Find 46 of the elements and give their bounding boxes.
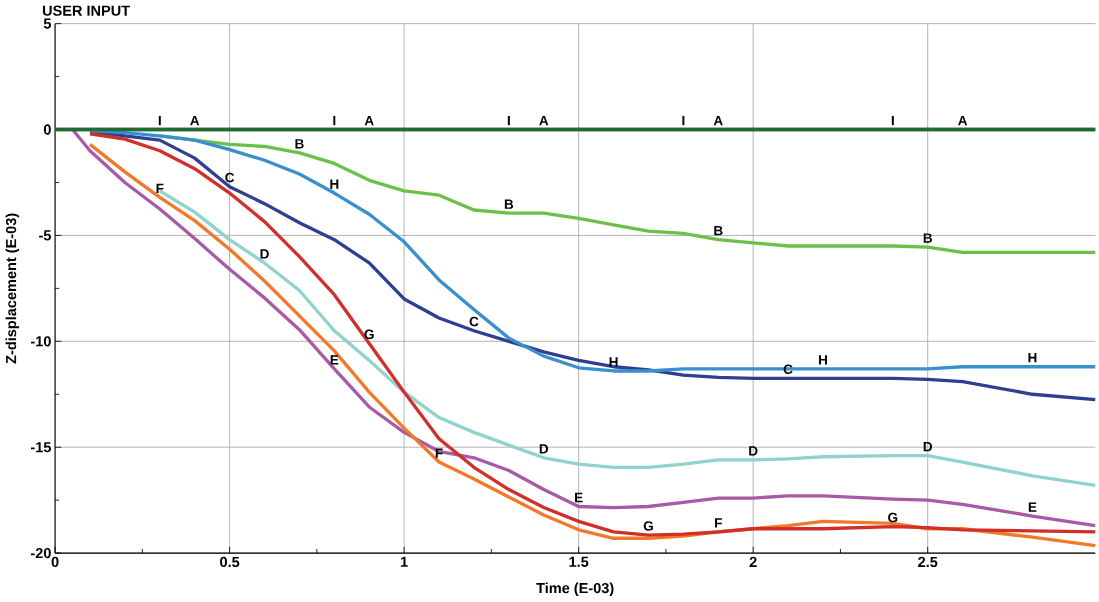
text: G xyxy=(888,512,898,523)
text: G xyxy=(643,521,653,531)
text: D xyxy=(749,446,758,456)
series-label: D xyxy=(260,249,269,259)
series-label: H xyxy=(330,179,339,189)
series-label: B xyxy=(714,226,723,236)
text: I xyxy=(891,116,894,126)
text: D xyxy=(923,442,933,452)
text: I xyxy=(333,116,336,126)
text: E xyxy=(575,493,583,503)
text: B xyxy=(504,199,514,210)
series-label: I xyxy=(158,116,161,126)
text: B xyxy=(923,233,932,243)
text: A xyxy=(958,116,968,126)
text: D xyxy=(539,444,549,454)
text: E xyxy=(1028,502,1037,512)
y-tick-label: -20 xyxy=(30,548,51,559)
text: B xyxy=(295,139,304,149)
x-tick-label: 1 xyxy=(401,556,408,567)
y-tick-label: 5 xyxy=(43,18,52,29)
text: A xyxy=(539,116,549,126)
series-label: E xyxy=(330,355,339,365)
x-tick-label: 1.5 xyxy=(569,556,589,568)
y-tick-label: -10 xyxy=(30,336,51,347)
text: I xyxy=(507,116,510,126)
y-tick-label: 0 xyxy=(43,124,51,135)
series-label: G xyxy=(364,329,374,340)
text: H xyxy=(819,355,827,365)
x-tick-label: 2 xyxy=(749,556,757,568)
text: H xyxy=(609,357,618,367)
series-label: A xyxy=(190,116,200,126)
text: F xyxy=(715,518,722,528)
text: A xyxy=(364,116,374,126)
text: F xyxy=(156,183,164,194)
chart-title: USER INPUT xyxy=(42,5,130,17)
x-tick-label: 2.5 xyxy=(918,556,938,568)
x-tick-label: 0.5 xyxy=(220,556,240,568)
text: I xyxy=(682,116,685,126)
y-axis-title: Z-displacement (E-03) xyxy=(5,213,20,364)
x-axis-title: Time (E-03) xyxy=(536,582,614,597)
text: A xyxy=(713,116,723,126)
series-label: C xyxy=(225,172,235,183)
y-tick-label: -15 xyxy=(30,442,52,453)
text: C xyxy=(469,316,479,327)
y-tick-label: -5 xyxy=(39,230,52,241)
text: H xyxy=(1028,353,1037,363)
